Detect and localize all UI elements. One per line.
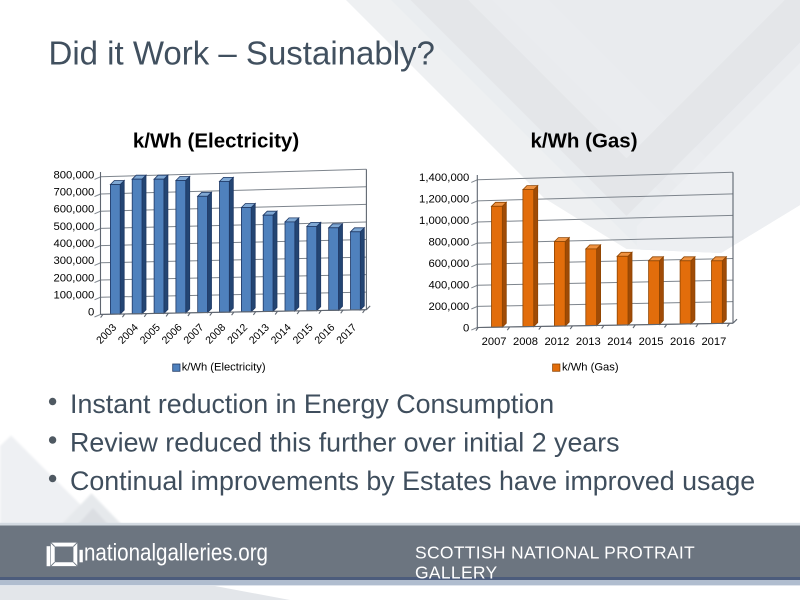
svg-text:400,000: 400,000: [53, 238, 94, 250]
svg-text:0: 0: [88, 307, 94, 319]
svg-text:300,000: 300,000: [53, 255, 94, 267]
svg-text:k/Wh (Electricity): k/Wh (Electricity): [182, 361, 266, 373]
svg-text:2014: 2014: [269, 322, 294, 347]
svg-text:1,400,000: 1,400,000: [419, 172, 469, 184]
svg-text:0: 0: [463, 322, 469, 334]
svg-text:800,000: 800,000: [53, 169, 94, 181]
svg-text:2017: 2017: [334, 322, 359, 347]
svg-text:2008: 2008: [513, 336, 538, 348]
svg-text:2007: 2007: [181, 322, 206, 347]
svg-text:2013: 2013: [247, 322, 272, 347]
svg-text:500,000: 500,000: [53, 221, 94, 233]
svg-text:nationalgalleries.org: nationalgalleries.org: [84, 540, 268, 567]
svg-text:1,200,000: 1,200,000: [419, 194, 469, 206]
svg-text:2008: 2008: [203, 322, 228, 347]
svg-text:800,000: 800,000: [428, 237, 469, 249]
svg-text:2003: 2003: [94, 322, 119, 347]
svg-text:100,000: 100,000: [53, 290, 94, 302]
svg-text:2016: 2016: [312, 322, 337, 347]
svg-text:GALLERY: GALLERY: [415, 563, 498, 583]
svg-text:600,000: 600,000: [53, 204, 94, 216]
svg-text:1,000,000: 1,000,000: [419, 215, 469, 227]
svg-text:2016: 2016: [670, 336, 695, 348]
svg-text:2005: 2005: [138, 322, 163, 347]
svg-text:2006: 2006: [160, 322, 185, 347]
svg-text:2015: 2015: [639, 336, 664, 348]
svg-text:k/Wh (Electricity): k/Wh (Electricity): [133, 129, 299, 152]
svg-text:2014: 2014: [607, 336, 632, 348]
svg-text:Did it Work – Sustainably?: Did it Work – Sustainably?: [49, 35, 435, 72]
svg-text:600,000: 600,000: [428, 258, 469, 270]
svg-text:700,000: 700,000: [53, 187, 94, 199]
svg-text:k/Wh (Gas): k/Wh (Gas): [530, 129, 637, 152]
svg-text:2017: 2017: [701, 336, 726, 348]
svg-text:2004: 2004: [116, 322, 141, 347]
svg-text:400,000: 400,000: [428, 279, 469, 291]
svg-text:2007: 2007: [482, 336, 507, 348]
svg-text:Instant reduction in Energy Co: Instant reduction in Energy Consumption: [70, 389, 554, 419]
svg-text:SCOTTISH NATIONAL PROTRAIT: SCOTTISH NATIONAL PROTRAIT: [415, 543, 695, 563]
svg-text:2013: 2013: [576, 336, 601, 348]
svg-text:Continual improvements by Esta: Continual improvements by Estates have i…: [70, 466, 755, 496]
svg-text:200,000: 200,000: [53, 272, 94, 284]
svg-text:Review reduced this further ov: Review reduced this further over initial…: [70, 427, 620, 457]
svg-text:2012: 2012: [225, 322, 250, 347]
svg-text:k/Wh (Gas): k/Wh (Gas): [562, 361, 619, 373]
svg-text:2015: 2015: [291, 322, 316, 347]
svg-text:2012: 2012: [544, 336, 569, 348]
svg-text:200,000: 200,000: [428, 301, 469, 313]
